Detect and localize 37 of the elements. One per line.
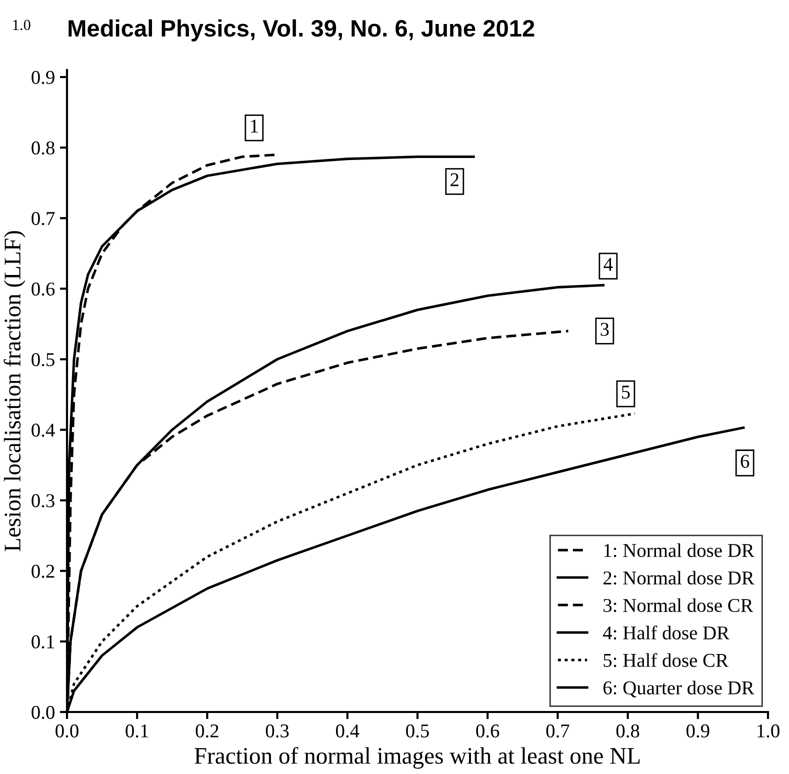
- y-axis-title: Lesion localisation fraction (LLF): [4, 231, 26, 552]
- x-tick-label: 0.4: [336, 724, 360, 738]
- x-tick-label: 0.8: [616, 724, 640, 738]
- annotation: 1: [251, 120, 258, 133]
- x-axis-title: Fraction of normal images with at least one NL: [194, 746, 640, 769]
- legend-label: 5: Half dose CR: [604, 653, 728, 668]
- legend-label: 4: Half dose DR: [603, 626, 730, 640]
- y-tick-label: 0.1: [32, 635, 54, 648]
- annotation: 3: [600, 322, 609, 336]
- legend-label: 3: Normal dose CR: [604, 598, 754, 612]
- annotation: 2: [450, 173, 458, 186]
- y-tick-label: 0.6: [32, 282, 55, 296]
- y-tick-label: 0.5: [32, 353, 54, 366]
- x-tick-label: 0.3: [266, 724, 289, 738]
- legend-label: 2: Normal dose DR: [603, 570, 754, 585]
- y-tick-label: 0.8: [32, 141, 54, 155]
- x-tick-label: 0.2: [196, 724, 218, 738]
- y-tick-label: 0.4: [32, 424, 55, 437]
- x-tick-label: 0.6: [476, 724, 500, 738]
- x-tick-label: 0.9: [686, 724, 710, 738]
- annotation: 5: [622, 386, 630, 399]
- legend-label: 6: Quarter dose DR: [603, 680, 754, 698]
- x-tick-label: 0.0: [56, 724, 78, 738]
- annotation: 4: [604, 258, 613, 271]
- x-tick-label: 0.7: [546, 724, 570, 738]
- y-tick-label: 0.2: [32, 564, 54, 578]
- legend-label: 1: Normal dose DR: [604, 543, 754, 558]
- x-tick-label: 0.1: [126, 724, 148, 738]
- y-tick-label: 0.9: [32, 70, 54, 84]
- x-tick-label: 1.0: [758, 724, 780, 738]
- annotation: 6: [740, 454, 750, 468]
- x-tick-label: 0.5: [406, 724, 429, 738]
- y-tick-label: 0.0: [32, 706, 54, 720]
- text: Medical Physics, Vol. 39, No. 6, June 2012: [68, 19, 534, 42]
- text: 1.0: [13, 20, 30, 30]
- y-tick-label: 0.7: [32, 212, 55, 226]
- y-tick-label: 0.3: [32, 494, 54, 508]
